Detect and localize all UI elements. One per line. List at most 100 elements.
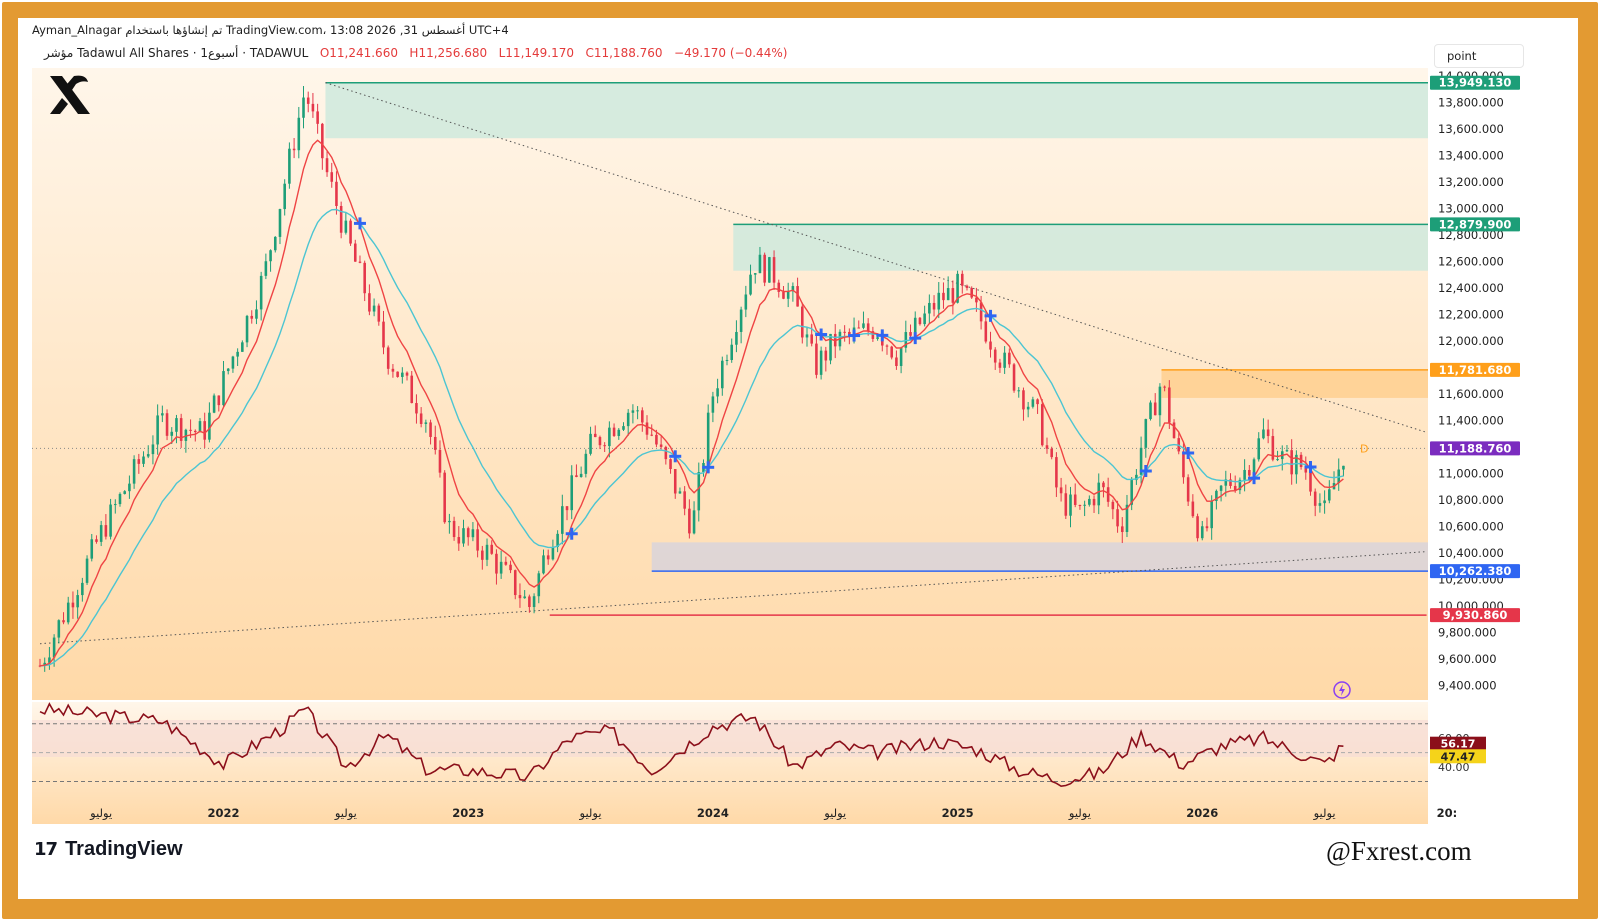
cross-marker-icon	[1248, 472, 1261, 485]
candle	[1017, 390, 1021, 392]
candle	[104, 525, 108, 537]
candle	[1036, 399, 1039, 405]
rsi-value-label-bg	[1430, 736, 1486, 751]
candle	[678, 491, 682, 494]
candle	[283, 183, 286, 210]
cross-marker-icon	[876, 329, 889, 342]
watermark-handle: @Fxrest.com	[1326, 836, 1472, 866]
candle	[363, 262, 366, 294]
scale-mode-button[interactable]: point	[1434, 44, 1524, 68]
candle	[655, 434, 658, 445]
candle	[462, 528, 465, 544]
candle	[749, 274, 752, 295]
candle	[113, 504, 117, 506]
candle	[504, 561, 508, 565]
candle	[641, 410, 644, 423]
candle	[1196, 516, 1199, 539]
candle	[325, 158, 329, 173]
candle	[975, 297, 978, 303]
candle	[1210, 500, 1213, 529]
candle	[259, 275, 263, 310]
candle	[1172, 422, 1176, 439]
candle	[1135, 474, 1138, 481]
candle	[1248, 469, 1251, 476]
candle	[579, 473, 583, 477]
time-axis-label: 2024	[697, 806, 729, 820]
time-axis-label: 2022	[208, 806, 240, 820]
candle	[1243, 469, 1246, 480]
candle	[819, 350, 823, 375]
candle	[1026, 406, 1030, 410]
rsi-axis-tick: 40.00	[1438, 761, 1470, 774]
candle	[1120, 526, 1124, 533]
candle	[433, 436, 437, 450]
ema-fast-line	[39, 139, 1344, 667]
candle	[1328, 489, 1331, 501]
price-axis-tick: 11,000.000	[1438, 466, 1504, 480]
candle	[546, 555, 550, 560]
candle	[608, 427, 611, 447]
chart-attribution: Ayman_Alnagar تم إنشاؤها باستخدام Tradin…	[32, 23, 509, 37]
candle	[763, 254, 766, 283]
candle	[128, 483, 131, 492]
candle	[165, 413, 169, 436]
candle	[410, 375, 414, 404]
candle	[1064, 493, 1068, 516]
candle	[401, 372, 404, 377]
candle	[848, 331, 851, 335]
tradingview-logo: 17 TradingView	[34, 838, 183, 861]
candle	[179, 418, 183, 441]
candle	[1008, 352, 1011, 365]
candle	[918, 317, 922, 325]
cross-marker-icon	[909, 332, 922, 345]
candle	[302, 97, 305, 118]
candle	[711, 396, 715, 413]
candle	[222, 371, 225, 406]
candle	[1106, 487, 1110, 502]
candle	[979, 302, 983, 322]
price-label: 9,930.860	[1443, 608, 1508, 622]
candle	[782, 291, 785, 299]
candle	[203, 421, 206, 440]
candle	[1224, 479, 1228, 486]
candle	[95, 539, 98, 542]
candle	[532, 596, 536, 608]
candle	[1271, 436, 1275, 460]
candle	[1205, 526, 1209, 529]
candle	[697, 472, 701, 511]
lightning-icon[interactable]	[1333, 681, 1351, 699]
time-axis-label: يوليو	[334, 806, 357, 821]
rsi-ma-label-bg	[1430, 749, 1486, 764]
candle	[85, 558, 89, 583]
candle	[565, 506, 569, 511]
candle	[146, 454, 150, 457]
candle	[429, 422, 432, 437]
candle	[353, 243, 357, 262]
cross-marker-icon	[565, 527, 578, 540]
candle	[584, 453, 588, 474]
price-axis-tick: 13,200.000	[1438, 175, 1504, 189]
candle	[1111, 501, 1115, 510]
candle	[499, 561, 503, 574]
candle	[810, 334, 813, 344]
candle	[405, 372, 409, 376]
time-axis-label: يوليو	[823, 806, 846, 821]
candle	[358, 261, 362, 263]
candle	[909, 332, 912, 336]
candle	[885, 345, 889, 347]
time-axis-label: 2026	[1186, 806, 1218, 820]
candle	[1125, 504, 1129, 533]
candle	[1233, 485, 1237, 491]
candle	[509, 564, 512, 571]
candle	[321, 123, 324, 159]
candle	[273, 236, 277, 251]
candle	[561, 506, 564, 534]
price-axis-tick: 12,400.000	[1438, 281, 1504, 295]
candle	[481, 550, 484, 560]
candle	[396, 371, 399, 377]
candle	[1200, 526, 1204, 539]
price-axis-tick: 10,800.000	[1438, 493, 1504, 507]
cross-marker-icon	[1304, 461, 1317, 474]
price-axis-tick: 13,600.000	[1438, 122, 1504, 136]
